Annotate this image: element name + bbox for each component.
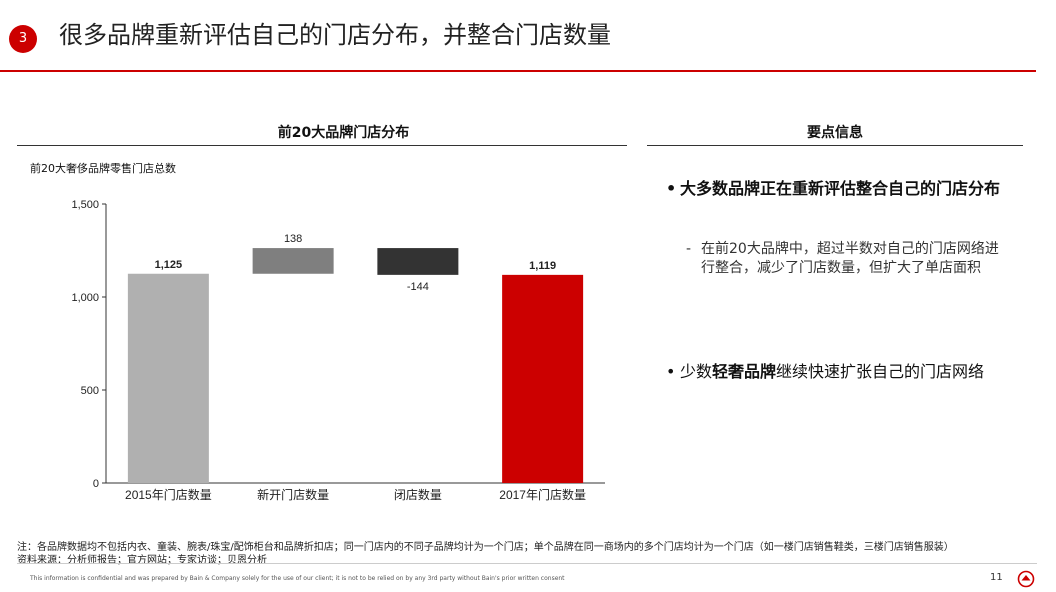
category-label-1: 新开门店数量 (257, 487, 329, 502)
category-label-0: 2015年门店数量 (125, 487, 212, 502)
chart-subtitle: 前20大奢侈品牌零售门店总数 (30, 162, 176, 175)
category-label-3: 2017年门店数量 (499, 487, 586, 502)
page-number: 11 (990, 572, 1003, 583)
chart-section-heading: 前20大品牌门店分布 (277, 125, 410, 141)
key-point-1: • 大多数品牌正在重新评估整合自己的门店分布 (666, 177, 1016, 227)
key-point-2-prefix: 少数 (680, 362, 713, 381)
y-tick-label: 0 (93, 478, 99, 490)
bullet-dot-icon: • (666, 179, 677, 198)
key-point-2-emphasis: 轻奢品牌 (712, 362, 777, 381)
key-point-2-text: 少数轻奢品牌继续快速扩张自己的门店网络 (680, 360, 1010, 383)
value-label-2: -144 (407, 281, 429, 293)
dash-icon: - (686, 241, 692, 257)
chart-bars (127, 248, 584, 483)
key-point-1-text: 大多数品牌正在重新评估整合自己的门店分布 (680, 179, 1001, 198)
bar-0 (127, 273, 209, 483)
footnote: 注：各品牌数据均不包括内衣、童装、腕表/珠宝/配饰柜台和品牌折扣店；同一门店内的… (17, 542, 954, 553)
key-points-divider (647, 145, 1023, 146)
chart-section-divider (17, 145, 627, 146)
slide-number: 3 (18, 31, 28, 46)
key-point-2-suffix: 继续快速扩张自己的门店网络 (776, 362, 985, 381)
disclaimer: This information is confidential and was… (30, 575, 565, 582)
title-divider (0, 70, 1036, 72)
value-label-3: 1,119 (529, 260, 556, 272)
y-tick-label: 500 (81, 385, 99, 397)
waterfall-chart: 0 500 1,000 1,500 1,125 2015年门店数量 138 新开门店数量 -1… (71, 199, 605, 502)
value-label-1: 138 (284, 233, 302, 245)
chart-labels: 1,125 2015年门店数量 138 新开门店数量 -144 闭店数量 1,119 2017… (125, 233, 586, 502)
bar-3 (502, 274, 584, 483)
y-tick-label: 1,500 (71, 199, 99, 211)
bain-logo-icon (1017, 570, 1035, 588)
page-title: 很多品牌重新评估自己的门店分布，并整合门店数量 (59, 21, 611, 49)
category-label-2: 闭店数量 (394, 487, 442, 502)
slide-number-badge: 3 (9, 25, 37, 53)
key-points-heading: 要点信息 (807, 125, 863, 141)
bar-1 (252, 248, 334, 274)
bullet-dot-icon: • (666, 362, 676, 381)
y-tick-label: 1,000 (71, 292, 99, 304)
source-note: 资料来源：分析师报告；官方网站；专家访谈；贝恩分析 (17, 555, 267, 566)
key-point-1-detail: - 在前20大品牌中，超过半数对自己的门店网络进行整合，减少了门店数量，但扩大了… (686, 240, 1016, 300)
bar-2 (377, 248, 459, 275)
key-point-1-detail-text: 在前20大品牌中，超过半数对自己的门店网络进行整合，减少了门店数量，但扩大了单店… (701, 241, 999, 276)
key-point-2: • 少数轻奢品牌继续快速扩张自己的门店网络 (666, 360, 1016, 410)
footer-divider (17, 563, 1037, 564)
value-label-0: 1,125 (155, 259, 183, 271)
